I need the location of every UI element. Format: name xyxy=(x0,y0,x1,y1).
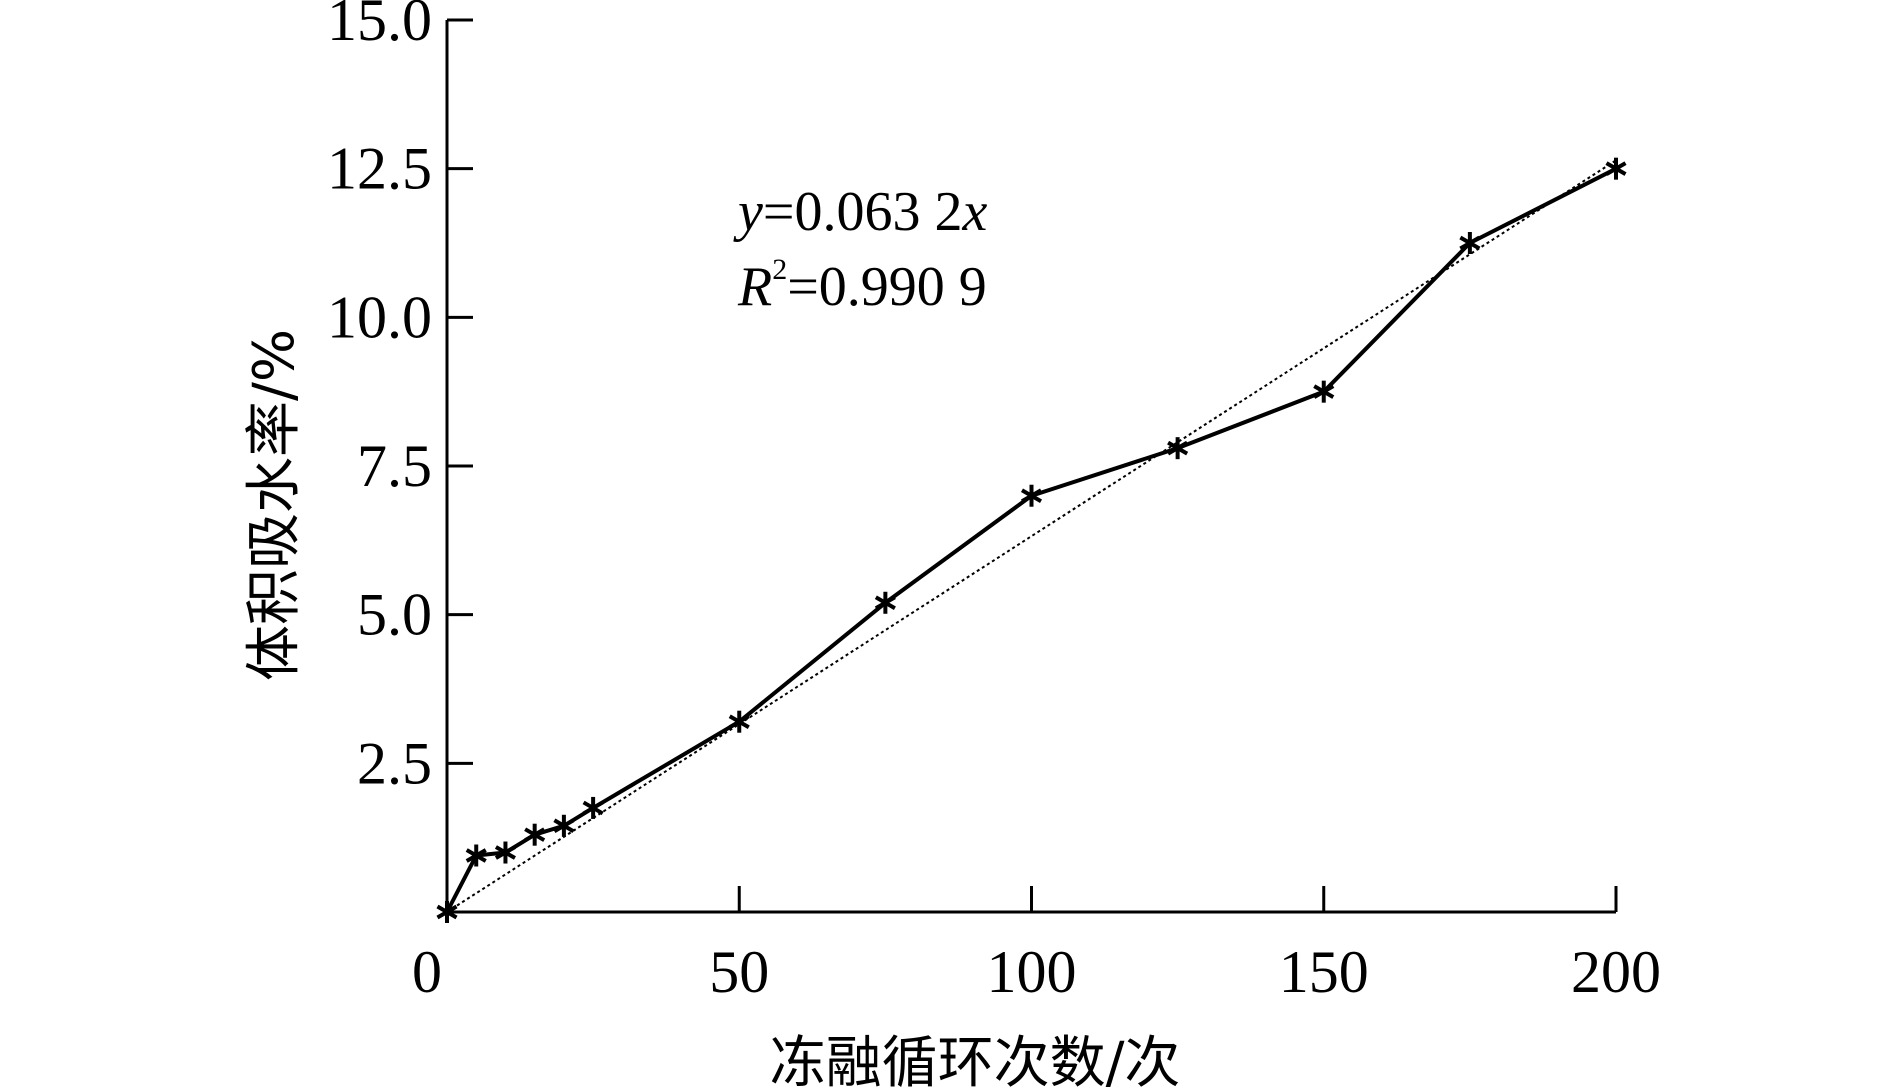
data-point xyxy=(1313,380,1335,403)
axes xyxy=(445,20,1616,914)
r2-sup: 2 xyxy=(772,253,787,286)
data-point xyxy=(1020,484,1043,507)
y-axis-title: 体积吸水率/% xyxy=(242,329,307,681)
data-point xyxy=(465,844,487,867)
equation-x: x xyxy=(961,181,987,243)
x-tick-label: 100 xyxy=(987,939,1077,1005)
trendline-path xyxy=(446,159,1617,913)
y-tick-label: 7.5 xyxy=(357,433,432,499)
x-tick-label: 200 xyxy=(1571,939,1661,1005)
y-tick-label: 12.5 xyxy=(327,136,432,202)
equation-label: y=0.063 2x xyxy=(733,181,987,243)
data-point xyxy=(1459,232,1481,254)
y-tick-label: 2.5 xyxy=(357,730,432,796)
series xyxy=(445,166,1617,913)
ticks: 0 50 100 150 200 2.5 5.0 7.5 10.0 12.5 15.0 xyxy=(327,0,1661,1005)
y-tick-label: 10.0 xyxy=(327,284,432,350)
data-point xyxy=(728,710,750,733)
data-point xyxy=(874,591,896,614)
data-point xyxy=(553,814,575,837)
data-point xyxy=(1605,157,1627,180)
data-point xyxy=(436,901,458,923)
x-tick-label: 150 xyxy=(1279,939,1369,1005)
x-tick-label: 0 xyxy=(412,939,442,1005)
x-tick-label: 50 xyxy=(709,939,769,1005)
x-axis-title: 冻融循环次数/次 xyxy=(770,1031,1181,1090)
data-point xyxy=(524,823,546,846)
r2-var: R xyxy=(737,256,772,318)
r2-rhs: =0.990 9 xyxy=(787,256,987,318)
data-point xyxy=(494,841,516,864)
trendline xyxy=(446,159,1617,913)
y-tick-label: 15.0 xyxy=(327,0,432,53)
y-tick-label: 5.0 xyxy=(357,582,432,648)
data-point xyxy=(1167,437,1189,460)
equation-y: y xyxy=(733,181,763,243)
markers xyxy=(436,157,1627,923)
data-point xyxy=(582,796,604,819)
series-line xyxy=(445,166,1617,913)
r2-label: R2=0.990 9 xyxy=(737,253,987,318)
equation-rhs: =0.063 2 xyxy=(763,181,963,243)
